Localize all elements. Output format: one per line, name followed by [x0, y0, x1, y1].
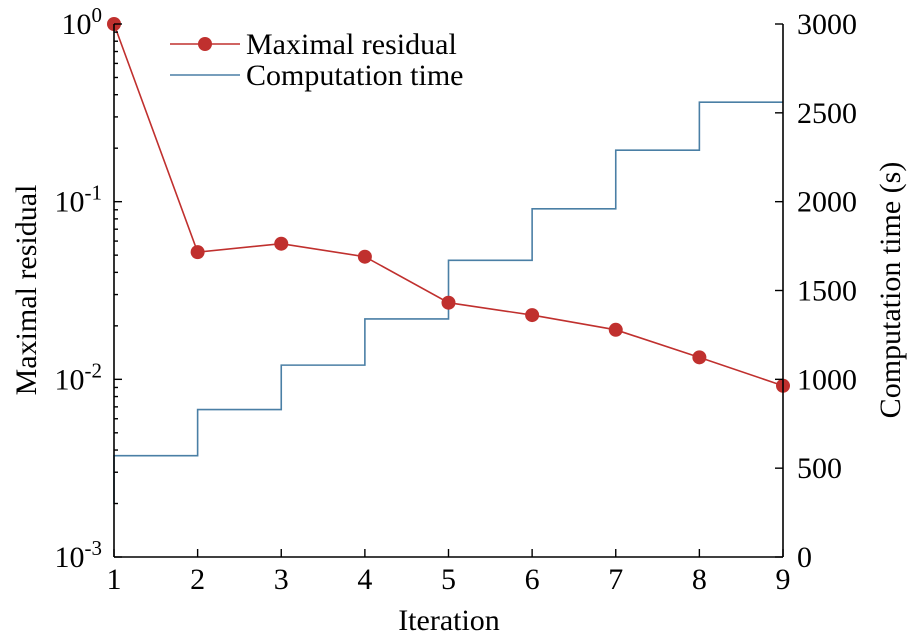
- y-right-tick-label: 1000: [797, 363, 857, 396]
- residual-point: [357, 249, 372, 264]
- y-right-tick-label: 1500: [797, 275, 857, 308]
- legend-marker-residual: [198, 37, 212, 51]
- y-right-tick-label: 0: [797, 541, 812, 574]
- legend: Maximal residual Computation time: [170, 28, 464, 92]
- y-right-tick-label: 500: [797, 452, 842, 485]
- legend-label-time: Computation time: [246, 59, 464, 92]
- y-right-axis-title: Computation time (s): [874, 162, 907, 419]
- residual-point: [441, 295, 456, 310]
- x-tick-label: 1: [107, 563, 122, 596]
- x-tick-label: 6: [525, 563, 540, 596]
- residual-point: [274, 236, 289, 251]
- y-right-tick-label: 3000: [797, 8, 857, 41]
- x-axis-title: Iteration: [398, 604, 500, 637]
- residual-point: [525, 308, 540, 323]
- y-left-tick-label: 10-1: [55, 181, 103, 219]
- y-left-tick-label: 10-3: [55, 536, 103, 574]
- x-tick-label: 8: [692, 563, 707, 596]
- residual-point: [692, 350, 707, 365]
- x-tick-label: 4: [357, 563, 372, 596]
- x-tick-label: 9: [776, 563, 791, 596]
- axes-layer: 1 2 3 4 5 6 7 8 910-310-210-11000500100015002000…: [55, 3, 858, 596]
- x-tick-label: 7: [608, 563, 623, 596]
- series-line-computation-time: [113, 101, 783, 504]
- legend-label-residual: Maximal residual: [246, 28, 457, 61]
- residual-point: [608, 322, 623, 337]
- y-right-tick-label: 2000: [797, 186, 857, 219]
- residual-point: [190, 245, 205, 260]
- y-left-tick-label: 10-2: [55, 358, 103, 396]
- x-tick-label: 3: [274, 563, 289, 596]
- series-layer: [107, 17, 790, 504]
- x-tick-label: 5: [441, 563, 456, 596]
- y-left-axis-title: Maximal residual: [10, 185, 43, 396]
- y-left-tick-label: 100: [62, 3, 103, 41]
- y-right-tick-label: 2500: [797, 97, 857, 130]
- x-tick-label: 2: [190, 563, 205, 596]
